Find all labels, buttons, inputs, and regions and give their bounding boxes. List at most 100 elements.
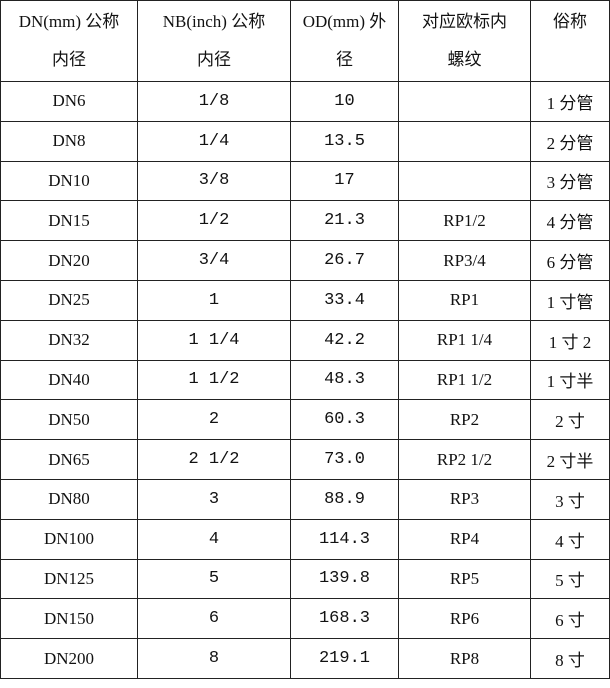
cell-dn: DN100 <box>0 518 138 560</box>
header-dn: DN(mm) 公称 内径 <box>0 0 138 82</box>
header-thread: 对应欧标内 螺纹 <box>398 0 531 82</box>
cell-od: 114.3 <box>290 518 399 560</box>
header-line: DN(mm) 公称 <box>18 12 120 31</box>
table-row: DN50 2 60.3 RP2 2 寸 <box>0 399 610 441</box>
cell-common-name: 1 寸 2 <box>530 319 610 361</box>
cell-nb: 3 <box>137 478 291 520</box>
table-row: DN15 1/2 21.3 RP1/2 4 分管 <box>0 200 610 242</box>
table-row: DN32 1 1/4 42.2 RP1 1/4 1 寸 2 <box>0 319 610 361</box>
table-row: DN10 3/8 17 3 分管 <box>0 160 610 202</box>
cell-od: 60.3 <box>290 399 399 441</box>
cell-thread: RP4 <box>398 518 531 560</box>
table-row: DN150 6 168.3 RP6 6 寸 <box>0 598 610 640</box>
header-line <box>531 41 609 79</box>
cell-thread: RP1/2 <box>398 200 531 242</box>
cell-common-name: 5 寸 <box>530 558 610 600</box>
table-row: DN100 4 114.3 RP4 4 寸 <box>0 518 610 560</box>
cell-od: 26.7 <box>290 240 399 281</box>
cell-thread: RP6 <box>398 598 531 640</box>
cell-common-name: 1 分管 <box>530 81 610 122</box>
cell-nb: 3/8 <box>137 160 291 202</box>
cell-nb: 1 <box>137 279 291 321</box>
cell-dn: DN125 <box>0 558 138 600</box>
cell-common-name: 8 寸 <box>530 638 610 679</box>
cell-od: 219.1 <box>290 638 399 679</box>
header-line: 俗称 <box>553 12 587 31</box>
header-line: 内径 <box>52 50 86 69</box>
cell-common-name: 2 分管 <box>530 120 610 162</box>
cell-thread: RP1 1/4 <box>398 319 531 361</box>
cell-dn: DN8 <box>0 120 138 162</box>
cell-od: 48.3 <box>290 359 399 401</box>
header-line: OD(mm) 外 <box>302 12 387 31</box>
cell-od: 10 <box>290 81 399 122</box>
cell-thread <box>398 81 531 122</box>
cell-od: 42.2 <box>290 319 399 361</box>
cell-dn: DN20 <box>0 240 138 281</box>
cell-thread <box>398 160 531 202</box>
header-nb: NB(inch) 公称 内径 <box>137 0 291 82</box>
cell-common-name: 4 寸 <box>530 518 610 560</box>
cell-thread: RP1 1/2 <box>398 359 531 401</box>
header-line: 径 <box>336 50 353 69</box>
cell-common-name: 4 分管 <box>530 200 610 242</box>
cell-common-name: 2 寸半 <box>530 439 610 480</box>
cell-thread: RP2 <box>398 399 531 441</box>
cell-dn: DN40 <box>0 359 138 401</box>
cell-nb: 1/2 <box>137 200 291 242</box>
cell-nb: 2 <box>137 399 291 441</box>
cell-common-name: 1 寸管 <box>530 279 610 321</box>
cell-common-name: 2 寸 <box>530 399 610 441</box>
header-line: 内径 <box>197 50 231 69</box>
table-row: DN125 5 139.8 RP5 5 寸 <box>0 558 610 600</box>
header-line: NB(inch) 公称 <box>162 12 266 31</box>
cell-thread: RP8 <box>398 638 531 679</box>
cell-common-name: 3 分管 <box>530 160 610 202</box>
cell-nb: 1 1/4 <box>137 319 291 361</box>
cell-dn: DN15 <box>0 200 138 242</box>
cell-thread: RP1 <box>398 279 531 321</box>
cell-nb: 6 <box>137 598 291 640</box>
cell-thread: RP5 <box>398 558 531 600</box>
cell-dn: DN10 <box>0 160 138 202</box>
cell-dn: DN80 <box>0 478 138 520</box>
header-od: OD(mm) 外径 <box>290 0 399 82</box>
table-row: DN20 3/4 26.7 RP3/4 6 分管 <box>0 240 610 281</box>
cell-dn: DN32 <box>0 319 138 361</box>
cell-dn: DN65 <box>0 439 138 480</box>
header-common-name: 俗称 <box>530 0 610 82</box>
cell-nb: 4 <box>137 518 291 560</box>
cell-nb: 8 <box>137 638 291 679</box>
cell-dn: DN200 <box>0 638 138 679</box>
cell-nb: 1/8 <box>137 81 291 122</box>
header-row: DN(mm) 公称 内径 NB(inch) 公称 内径 OD(mm) 外径 对应欧标… <box>0 0 610 82</box>
table-row: DN25 1 33.4 RP1 1 寸管 <box>0 279 610 321</box>
cell-od: 88.9 <box>290 478 399 520</box>
header-line: 螺纹 <box>447 50 482 69</box>
cell-od: 139.8 <box>290 558 399 600</box>
cell-common-name: 3 寸 <box>530 478 610 520</box>
header-line: 对应欧标内 <box>422 12 507 31</box>
cell-common-name: 1 寸半 <box>530 359 610 401</box>
table-row: DN6 1/8 10 1 分管 <box>0 81 610 122</box>
cell-thread: RP3/4 <box>398 240 531 281</box>
table-row: DN200 8 219.1 RP8 8 寸 <box>0 638 610 679</box>
cell-dn: DN50 <box>0 399 138 441</box>
cell-od: 33.4 <box>290 279 399 321</box>
cell-nb: 3/4 <box>137 240 291 281</box>
cell-od: 73.0 <box>290 439 399 480</box>
table-row: DN80 3 88.9 RP3 3 寸 <box>0 478 610 520</box>
cell-nb: 5 <box>137 558 291 600</box>
cell-thread <box>398 120 531 162</box>
table-row: DN8 1/4 13.5 2 分管 <box>0 120 610 162</box>
cell-dn: DN150 <box>0 598 138 640</box>
cell-dn: DN6 <box>0 81 138 122</box>
cell-common-name: 6 寸 <box>530 598 610 640</box>
cell-dn: DN25 <box>0 279 138 321</box>
table-row: DN65 2 1/2 73.0 RP2 1/2 2 寸半 <box>0 439 610 480</box>
cell-nb: 2 1/2 <box>137 439 291 480</box>
cell-nb: 1 1/2 <box>137 359 291 401</box>
cell-od: 13.5 <box>290 120 399 162</box>
cell-od: 168.3 <box>290 598 399 640</box>
